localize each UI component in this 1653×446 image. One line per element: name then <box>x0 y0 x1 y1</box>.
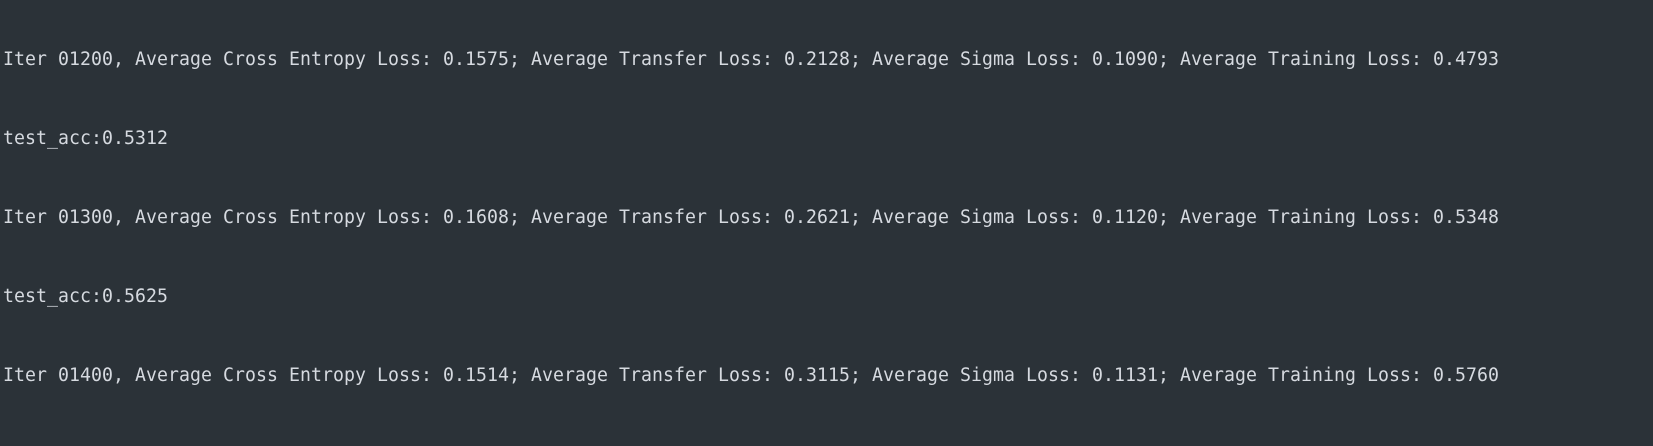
log-line-test-acc: test_acc:0.6484 <box>3 441 1653 446</box>
log-line-iter-01300: Iter 01300, Average Cross Entropy Loss: … <box>3 207 1499 228</box>
log-line-test-acc: test_acc:0.5312 <box>3 128 168 149</box>
log-line-iter-01200: Iter 01200, Average Cross Entropy Loss: … <box>3 49 1499 70</box>
log-line-iter-01400: Iter 01400, Average Cross Entropy Loss: … <box>3 365 1499 386</box>
log-line-test-acc: test_acc:0.5625 <box>3 286 168 307</box>
